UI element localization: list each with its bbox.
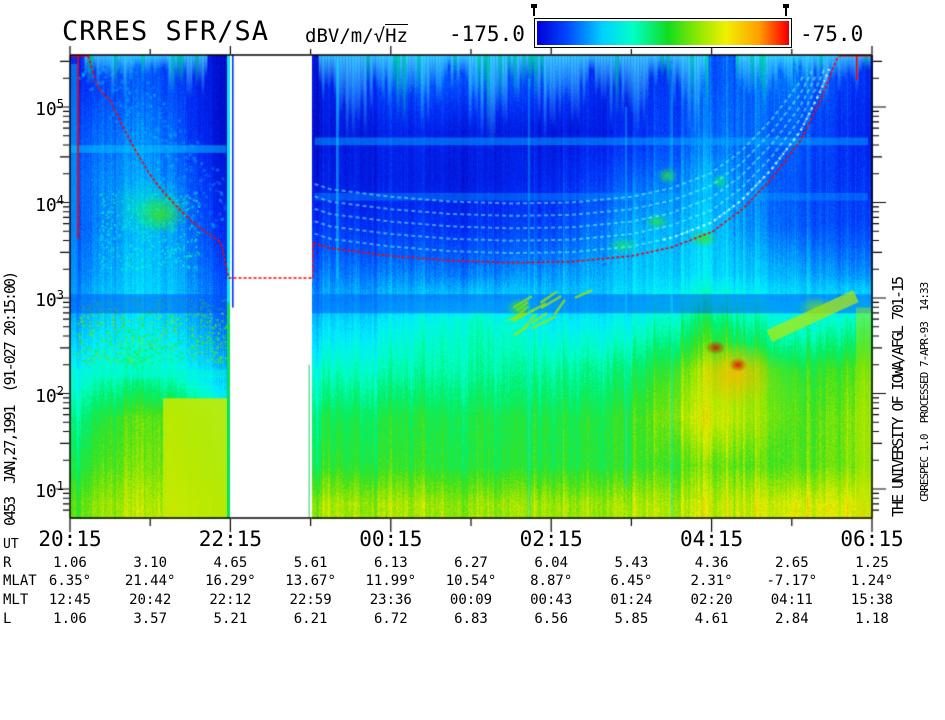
table-cell: -7.17° [766, 573, 818, 589]
table-cell: 11.99° [365, 573, 417, 589]
table-cell: 8.87° [530, 573, 573, 589]
table-cell: 00:43 [530, 592, 573, 608]
table-cell: 5.61 [293, 555, 328, 571]
table-cell: 4.36 [694, 555, 729, 571]
table-cell: 21.44° [124, 573, 176, 589]
table-cell: 1.25 [855, 555, 889, 571]
table-cell: 1.06 [53, 555, 87, 571]
colorbar [534, 18, 792, 48]
table-cell: 2.31° [690, 573, 733, 589]
table-cell: 01:24 [610, 592, 653, 608]
y-tick-label: 101 [35, 479, 64, 502]
table-row-label: UT [3, 537, 19, 552]
table-cell: 6.27 [454, 555, 488, 571]
table-cell: 1.24° [850, 573, 894, 589]
table-cell: 6.13 [373, 555, 408, 571]
table-cell: 6.83 [454, 611, 488, 627]
colorbar-gradient [537, 21, 789, 45]
page-title: CRRES SFR/SA [62, 16, 270, 47]
table-cell: 6.35° [48, 573, 92, 589]
table-cell: 23:36 [369, 592, 412, 608]
y-tick-label: 103 [35, 288, 64, 311]
table-cell: 2.84 [774, 611, 809, 627]
table-cell: 4.61 [694, 611, 729, 627]
colorbar-max-label: -75.0 [800, 22, 864, 46]
table-cell: 6.21 [293, 611, 328, 627]
table-cell: 22:59 [289, 592, 332, 608]
table-cell: 22:12 [209, 592, 252, 608]
institution-label: THE UNIVERSITY OF IOWA/AFGL 701-15 [889, 277, 907, 517]
table-cell: 06:15 [840, 527, 904, 551]
table-cell: 02:15 [519, 527, 583, 551]
table-cell: 02:20 [690, 592, 733, 608]
table-cell: 1.06 [53, 611, 87, 627]
processing-label: CRRESPEC 1.0 PROCESSED 7-APR-93 14:33 [918, 282, 931, 502]
table-cell: 13.67° [285, 573, 336, 589]
table-cell: 5.43 [614, 555, 649, 571]
table-cell: 20:42 [129, 592, 172, 608]
table-row-label: MLT [3, 592, 29, 608]
table-cell: 5.85 [614, 611, 649, 627]
table-cell: 15:38 [850, 592, 894, 608]
y-tick-label: 102 [35, 383, 64, 407]
colorbar-max-marker-icon [783, 4, 789, 16]
table-row-label: R [3, 555, 12, 571]
table-cell: 00:09 [449, 592, 493, 608]
table-cell: 3.57 [133, 611, 168, 627]
colorbar-units-label: dBV/m/√Hz [305, 25, 408, 47]
table-cell: 4.65 [213, 555, 248, 571]
orbit-date-label: 0453 JAN,27,1991 (91-027 20:15:00) [1, 272, 19, 526]
table-cell: 12:45 [48, 592, 92, 608]
table-cell: 6.56 [534, 611, 569, 627]
table-cell: 20:15 [38, 527, 102, 551]
table-cell: 3.10 [133, 555, 168, 571]
table-cell: 2.65 [774, 555, 809, 571]
table-cell: 6.45° [610, 573, 653, 589]
table-cell: 04:11 [770, 592, 813, 608]
table-cell: 5.21 [213, 611, 248, 627]
table-cell: 1.18 [855, 611, 889, 627]
colorbar-min-label: -175.0 [449, 22, 525, 46]
table-cell: 6.04 [534, 555, 569, 571]
table-row-label: L [3, 611, 12, 627]
table-cell: 16.29° [205, 573, 256, 589]
colorbar-min-marker-icon [531, 4, 537, 16]
table-cell: 6.72 [373, 611, 408, 627]
table-row-label: MLAT [3, 573, 37, 589]
y-tick-label: 104 [35, 192, 64, 216]
table-cell: 22:15 [198, 527, 262, 551]
y-tick-label: 105 [35, 97, 64, 120]
table-cell: 00:15 [359, 527, 423, 551]
table-cell: 04:15 [679, 527, 744, 551]
table-cell: 10.54° [445, 573, 497, 589]
